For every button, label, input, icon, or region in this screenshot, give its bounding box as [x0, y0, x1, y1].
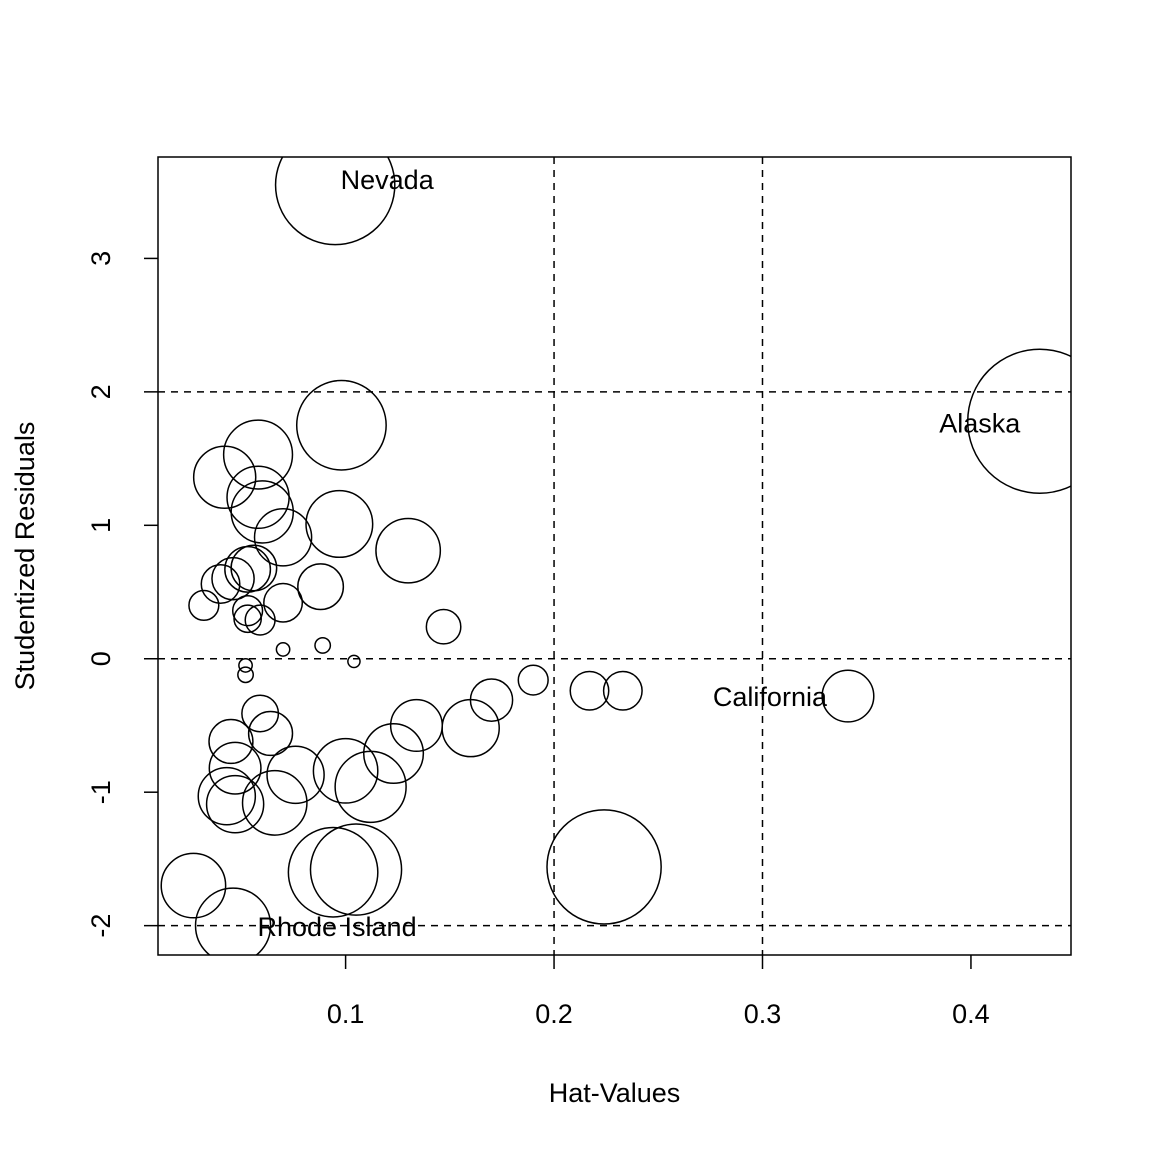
data-point	[211, 556, 255, 601]
data-point	[334, 750, 407, 824]
y-tick-label: 0	[86, 651, 116, 666]
data-point	[517, 664, 549, 696]
y-tick-label: 1	[86, 518, 116, 533]
data-point	[569, 670, 610, 711]
data-point	[231, 595, 264, 627]
data-point	[247, 710, 294, 757]
data-point	[389, 698, 444, 753]
data-point	[602, 670, 643, 711]
data-point	[362, 722, 425, 785]
data-point	[287, 826, 379, 918]
point-labels: Nevada Alaska California Rhode Island	[257, 165, 1021, 942]
reference-lines	[158, 157, 1071, 955]
y-tick-label: -1	[86, 780, 116, 804]
data-point	[253, 508, 313, 567]
data-point	[309, 823, 403, 916]
data-point	[263, 582, 304, 623]
data-point	[297, 563, 345, 611]
x-axis: 0.1 0.2 0.3 0.4	[327, 955, 990, 1029]
data-point	[967, 348, 1071, 494]
data-point	[194, 887, 272, 955]
data-point	[314, 636, 332, 654]
data-point	[208, 741, 262, 795]
data-point	[546, 809, 662, 925]
data-point	[275, 641, 291, 657]
y-axis: -2 -1 0 1 2 3	[86, 251, 158, 938]
data-point	[266, 745, 325, 805]
point-label: Nevada	[341, 165, 435, 195]
x-axis-label: Hat-Values	[549, 1078, 681, 1108]
data-point	[821, 669, 875, 723]
data-point	[188, 589, 220, 622]
data-point	[241, 769, 308, 836]
data-point	[244, 604, 276, 636]
point-label: Alaska	[939, 408, 1021, 438]
data-point	[222, 419, 294, 490]
data-point	[160, 852, 227, 919]
data-point	[274, 157, 396, 246]
point-label: California	[713, 682, 828, 712]
data-point	[192, 445, 257, 510]
x-tick-label: 0.4	[952, 999, 990, 1029]
plot-frame	[157, 156, 1072, 956]
data-point	[208, 718, 254, 765]
x-tick-label: 0.3	[744, 999, 782, 1029]
data-point	[295, 379, 387, 471]
y-axis-label: Studentized Residuals	[10, 422, 40, 691]
data-point	[238, 658, 253, 673]
data-point	[200, 564, 241, 605]
data-points	[160, 157, 1071, 955]
data-point	[230, 480, 295, 544]
data-point	[425, 608, 462, 645]
x-tick-label: 0.1	[327, 999, 365, 1029]
data-point	[205, 774, 265, 834]
data-point	[312, 737, 379, 804]
data-point	[197, 766, 257, 826]
y-tick-label: -2	[86, 914, 116, 938]
y-tick-label: 3	[86, 251, 116, 266]
data-point	[375, 517, 442, 584]
data-point	[237, 666, 254, 684]
data-point	[347, 654, 361, 669]
data-point	[226, 465, 290, 530]
data-point	[441, 698, 500, 758]
point-label: Rhode Island	[257, 912, 416, 942]
x-tick-label: 0.2	[535, 999, 573, 1029]
y-tick-label: 2	[86, 384, 116, 399]
data-point	[305, 489, 374, 559]
data-point	[233, 604, 262, 634]
